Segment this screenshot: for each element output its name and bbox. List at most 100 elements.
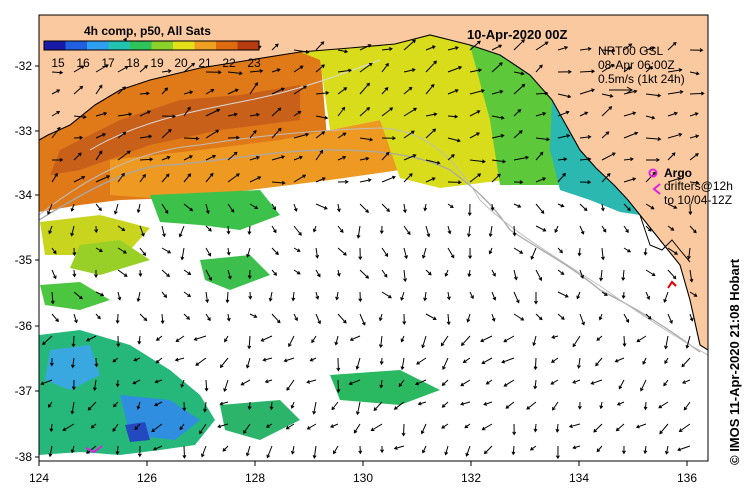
current-vector [667, 177, 682, 183]
current-vector [152, 445, 163, 451]
current-vector [579, 88, 596, 95]
current-vector [293, 313, 298, 322]
current-vector [271, 225, 277, 234]
current-vector [689, 71, 700, 76]
current-vector [359, 156, 370, 161]
sst-green-frag4 [330, 370, 440, 405]
current-vector [161, 155, 171, 161]
current-vector [139, 134, 153, 139]
current-vector [557, 269, 565, 276]
current-vector [183, 269, 192, 275]
current-vector [601, 131, 610, 139]
coastline [39, 34, 708, 351]
current-vector [117, 131, 127, 139]
current-vector [503, 335, 515, 343]
current-vector [623, 66, 632, 73]
plot-frame [38, 14, 709, 462]
current-vector [381, 136, 396, 141]
current-vector [62, 423, 75, 431]
current-vector [132, 379, 141, 385]
argo-drifter-marker [648, 168, 658, 178]
current-vector [381, 247, 389, 257]
current-vector [180, 379, 185, 388]
current-vector [293, 174, 307, 183]
current-vector [95, 313, 101, 320]
current-vector [533, 292, 538, 305]
current-vector [462, 357, 471, 363]
current-vector [596, 335, 603, 341]
current-vector [335, 291, 339, 301]
current-vector [95, 291, 105, 297]
current-vector [579, 135, 592, 139]
current-vector [355, 357, 361, 370]
current-vector [689, 153, 699, 161]
current-vector [667, 225, 675, 231]
current-vector [248, 291, 253, 300]
current-vector [663, 379, 669, 387]
current-vector [139, 110, 151, 117]
current-vector [667, 41, 677, 51]
current-vector [635, 423, 647, 429]
current-vector [205, 225, 212, 232]
sst-green-frag3 [200, 255, 270, 290]
current-vector [572, 379, 581, 384]
current-vector [614, 357, 625, 363]
current-vector [447, 154, 455, 161]
current-vector [315, 90, 330, 95]
colorbar-cell [44, 41, 66, 50]
current-vector [551, 335, 559, 339]
current-vector [557, 313, 565, 320]
current-vector [179, 423, 185, 431]
current-vector [645, 115, 656, 120]
current-vector [183, 62, 196, 73]
lon-tick-label: 130 [353, 471, 373, 485]
current-vector [336, 379, 341, 393]
current-vector [161, 114, 176, 119]
current-vector [222, 445, 229, 452]
current-vector [557, 110, 570, 117]
current-vector [117, 172, 125, 183]
current-vector [112, 357, 119, 363]
current-vector [420, 423, 427, 435]
current-vector [403, 203, 407, 214]
current-vector [200, 445, 207, 458]
current-vector [333, 445, 339, 455]
current-vector [315, 291, 320, 300]
current-vector [621, 291, 626, 300]
current-vector [444, 269, 449, 277]
current-vector [205, 108, 221, 117]
current-vector [577, 401, 582, 410]
lat-tick-label: -35 [15, 253, 33, 267]
current-vector [579, 180, 592, 185]
lat-tick-label: -38 [15, 450, 33, 464]
current-vector [425, 83, 435, 95]
current-vector [554, 225, 559, 233]
current-vector [667, 132, 683, 139]
current-vector [421, 335, 427, 349]
current-vector [467, 269, 472, 278]
current-vector [529, 445, 537, 451]
current-vector [643, 247, 648, 256]
current-vector [87, 401, 97, 411]
current-vector [526, 401, 537, 410]
current-vector [40, 379, 53, 386]
current-vector [425, 159, 441, 165]
current-vector [601, 291, 608, 296]
current-vector [623, 247, 632, 253]
colorbar-title: 4h comp, p50, All Sats [84, 24, 211, 38]
current-vector [513, 203, 522, 208]
current-vector [645, 203, 655, 210]
current-vector [447, 225, 452, 235]
current-vector [161, 87, 169, 95]
current-vector [447, 89, 459, 95]
current-vector [402, 313, 407, 325]
current-vector [49, 357, 54, 367]
current-vector [227, 88, 239, 95]
current-vector [535, 112, 547, 117]
current-vector [689, 291, 698, 297]
current-vector [645, 313, 652, 320]
current-vector [175, 335, 185, 342]
current-vector [183, 173, 192, 183]
current-vector [161, 69, 172, 74]
